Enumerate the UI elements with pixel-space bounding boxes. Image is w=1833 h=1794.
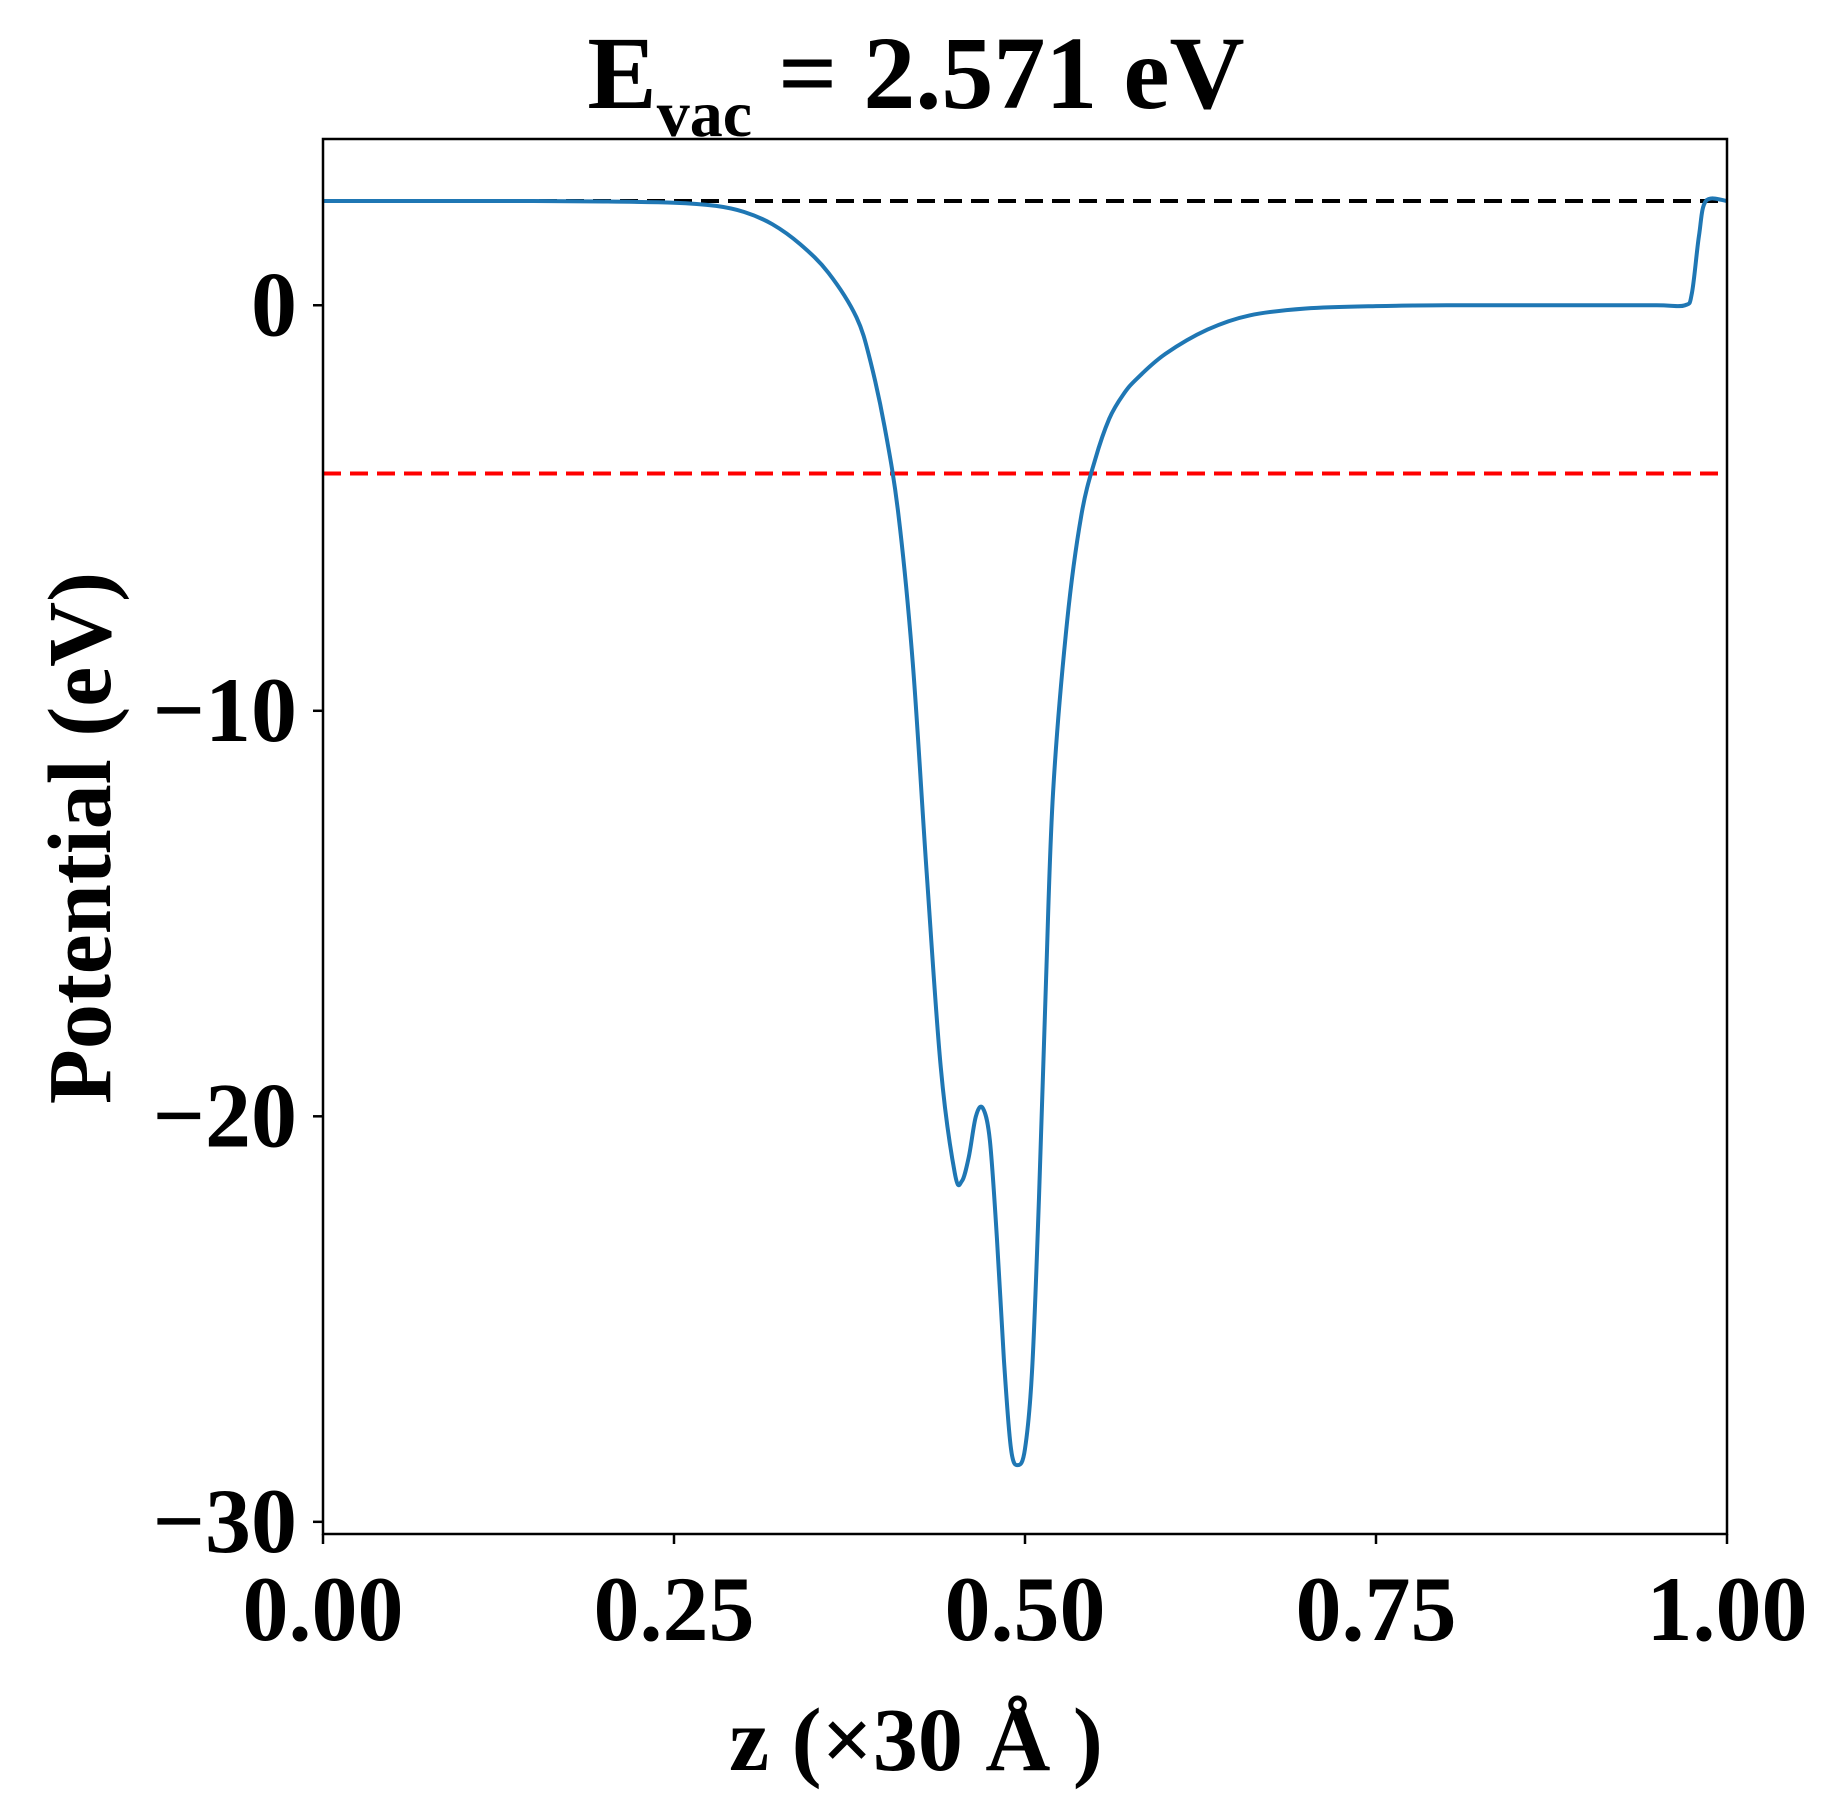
reference-lines [323, 199, 1727, 476]
y-tick-label-1: −10 [153, 659, 297, 761]
chart-title: Evac = 2.571 eV [587, 16, 1244, 151]
series-layer [323, 196, 1728, 1468]
ticks-layer: 0.00 0.25 0.50 0.75 1.00 0 −10 −20 −30 [153, 253, 1808, 1660]
series-line-1 [323, 196, 1728, 1468]
title-main: E [587, 16, 656, 131]
y-tick-label-3: −30 [153, 1470, 297, 1572]
title-rest: = 2.571 eV [752, 16, 1245, 131]
y-tick-label-0: 0 [251, 253, 297, 355]
x-tick-label-1: 0.25 [594, 1558, 755, 1660]
x-tick-label-3: 0.75 [1296, 1558, 1457, 1660]
x-tick-label-2: 0.50 [945, 1558, 1106, 1660]
x-axis-label: z (×30 Å ) [729, 1691, 1103, 1790]
plot-frame [321, 137, 1729, 1536]
y-axis-label: Potential (eV) [31, 572, 130, 1104]
x-tick-label-0: 0.00 [243, 1558, 404, 1660]
y-tick-label-2: −20 [153, 1064, 297, 1166]
x-tick-label-4: 1.00 [1647, 1558, 1808, 1660]
